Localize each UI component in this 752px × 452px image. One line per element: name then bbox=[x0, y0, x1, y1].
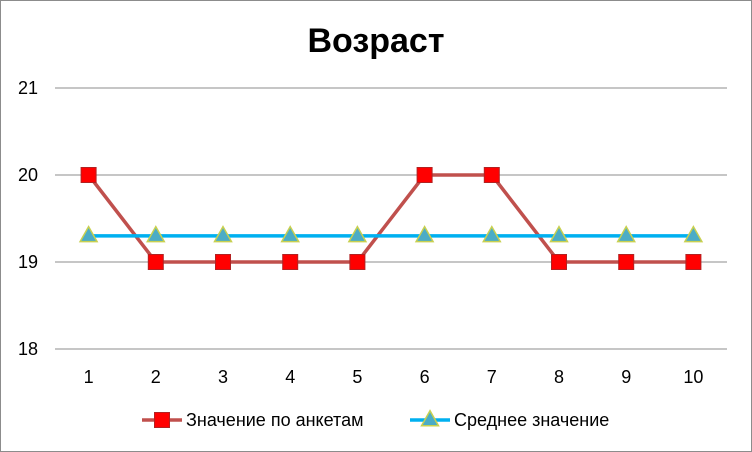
legend-triangle-marker bbox=[420, 409, 440, 427]
x-tick-label: 6 bbox=[420, 367, 430, 387]
series-1-square-marker bbox=[147, 254, 164, 270]
legend-square-marker bbox=[154, 412, 170, 428]
series-2-triangle-marker bbox=[683, 225, 704, 243]
series-2-triangle-marker bbox=[482, 225, 502, 243]
series-2-triangle-marker bbox=[549, 225, 569, 243]
series-1-line bbox=[87, 173, 694, 264]
series-2-triangle-marker bbox=[616, 225, 636, 243]
x-tick-label: 7 bbox=[487, 367, 497, 387]
legend-item-1: Значение по анкетам bbox=[142, 410, 363, 430]
series-2-triangle-marker bbox=[280, 225, 300, 243]
x-tick-label: 9 bbox=[621, 367, 631, 387]
x-tick-label: 4 bbox=[285, 367, 295, 387]
y-tick-label: 19 bbox=[18, 252, 38, 272]
series-2-triangle-marker bbox=[347, 225, 368, 243]
x-tick-label: 3 bbox=[218, 367, 228, 387]
series-2-triangle-marker bbox=[78, 225, 99, 243]
y-axis-tick-labels: 18 19 20 21 bbox=[18, 78, 38, 359]
series-1-square-marker bbox=[618, 254, 635, 270]
series-1-square-marker bbox=[551, 254, 567, 270]
series-1-square-marker bbox=[685, 254, 702, 270]
y-tick-label: 21 bbox=[18, 78, 38, 98]
series-1-square-marker bbox=[349, 254, 366, 270]
series-1-square-marker bbox=[416, 167, 433, 183]
y-tick-label: 20 bbox=[18, 165, 38, 185]
legend-label: Значение по анкетам bbox=[186, 410, 363, 430]
series-2-triangle-marker bbox=[414, 225, 435, 243]
series-1-square-marker bbox=[215, 254, 231, 270]
series-1-square-marker bbox=[483, 167, 500, 183]
legend-label: Среднее значение bbox=[454, 410, 609, 430]
x-axis-tick-labels: 1 2 3 4 5 6 7 8 9 10 bbox=[84, 367, 704, 387]
legend-item-2: Среднее значение bbox=[410, 409, 609, 430]
x-tick-label: 5 bbox=[352, 367, 362, 387]
series-2-triangle-marker bbox=[146, 225, 166, 243]
x-tick-label: 8 bbox=[554, 367, 564, 387]
legend: Значение по анкетам Среднее значение bbox=[142, 409, 609, 430]
series-1-square-marker bbox=[80, 167, 97, 183]
y-tick-label: 18 bbox=[18, 339, 38, 359]
x-tick-label: 2 bbox=[151, 367, 161, 387]
x-tick-label: 10 bbox=[683, 367, 703, 387]
series-markers bbox=[78, 167, 704, 270]
chart-title: Возраст bbox=[307, 22, 444, 60]
series-1-square-marker bbox=[282, 254, 299, 270]
x-tick-label: 1 bbox=[84, 367, 94, 387]
series-2-triangle-marker bbox=[213, 225, 233, 243]
series-lines bbox=[87, 173, 694, 264]
